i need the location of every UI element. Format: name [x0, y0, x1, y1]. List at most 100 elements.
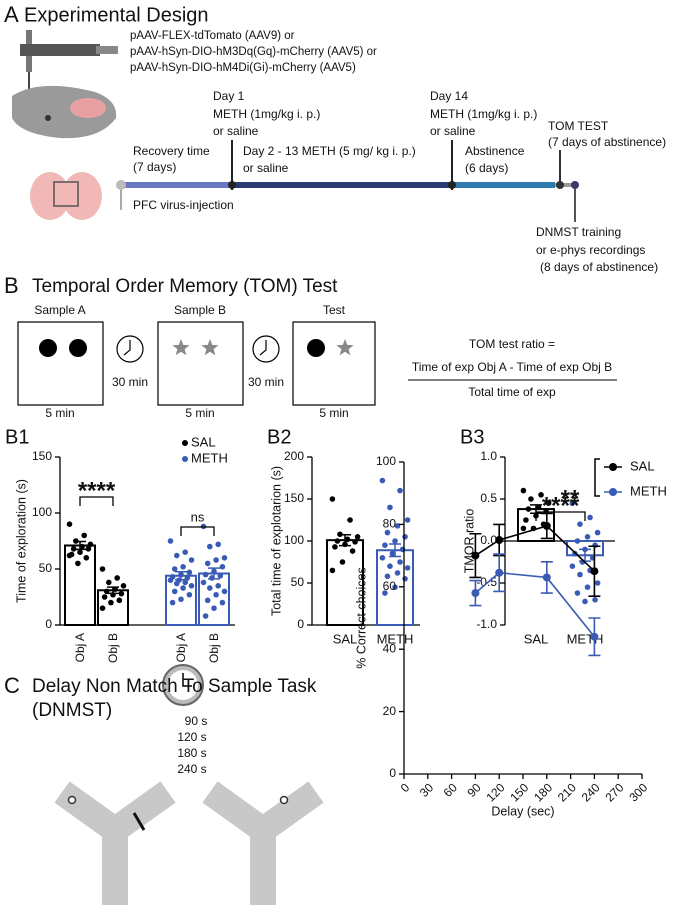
timeline-label: METH (1mg/kg i. p.) — [430, 107, 537, 121]
data-point — [394, 523, 401, 529]
data-point — [99, 566, 106, 572]
panel-title: Experimental Design — [24, 4, 209, 26]
phase-label: Sample A — [34, 303, 85, 317]
formula-numerator: Time of exp Obj A - Time of exp Obj B — [412, 360, 612, 374]
y-tick-label: 50 — [39, 561, 53, 575]
timeline-label: (7 days of abstinence) — [548, 135, 666, 149]
x-tick-label: SAL — [333, 631, 358, 646]
panel-label: B1 — [5, 426, 29, 448]
formula-label: TOM test ratio = — [469, 337, 555, 351]
error-bar — [74, 540, 86, 551]
data-point — [352, 539, 358, 545]
timeline-label: or saline — [213, 124, 259, 138]
data-point — [83, 555, 90, 561]
duration: 5 min — [45, 406, 74, 420]
panel-label: B3 — [460, 426, 484, 448]
data-point — [167, 577, 174, 583]
data-point — [171, 566, 178, 572]
data-point — [394, 570, 401, 576]
data-point — [392, 538, 398, 544]
data-point — [592, 597, 598, 603]
clock — [116, 335, 280, 363]
arena — [17, 321, 376, 406]
data-point — [471, 551, 480, 560]
y-axis-label: TMOR ratio — [462, 509, 476, 574]
data-point — [402, 576, 408, 582]
error-bar — [208, 567, 220, 580]
data-point — [120, 583, 127, 589]
data-point — [528, 496, 534, 502]
y-tick-label: 150 — [32, 449, 52, 463]
data-point — [542, 521, 551, 530]
y-tick-label: 0.5 — [480, 491, 497, 505]
x-tick-label: 180 — [531, 780, 555, 804]
x-tick-label: Obj A — [73, 633, 87, 662]
objects — [39, 339, 354, 357]
legend-label: SAL — [630, 458, 655, 473]
y-axis-label: Total time of explotarion (s) — [269, 466, 283, 616]
data-point — [174, 552, 180, 559]
data-point — [387, 504, 393, 511]
timeline-label: or saline — [430, 124, 476, 138]
y-tick-label: 0 — [45, 617, 52, 631]
data-point — [334, 538, 341, 544]
data-point — [174, 580, 180, 587]
y-tick-label: 100 — [284, 533, 304, 547]
y-tick-label: 60 — [383, 579, 397, 593]
panel-label: B2 — [267, 426, 291, 448]
data-point — [87, 541, 94, 548]
data-point — [204, 597, 211, 604]
data-point — [221, 588, 228, 595]
timeline — [116, 140, 579, 222]
x-tick-label: SAL — [524, 631, 549, 646]
significance-bracket — [535, 511, 586, 521]
data-point — [215, 583, 221, 589]
data-point — [329, 496, 336, 502]
virus: pAAV-FLEX-tdTomato (AAV9) or — [130, 30, 295, 42]
data-point — [582, 598, 588, 605]
data-point — [594, 529, 601, 536]
data-point — [66, 552, 73, 559]
data-point — [169, 599, 176, 606]
duration: 5 min — [185, 406, 214, 420]
x-tick-label: 60 — [441, 780, 461, 800]
data-point — [382, 590, 388, 596]
panel-title: Temporal Order Memory (TOM) Test — [32, 276, 338, 297]
data-point — [99, 605, 106, 611]
data-point — [219, 563, 226, 570]
data-point — [402, 534, 408, 540]
data-point — [495, 568, 504, 577]
brain-slice — [30, 172, 102, 220]
data-point — [397, 559, 403, 565]
y-tick-label: 0 — [297, 617, 304, 631]
legend-label: METH — [191, 450, 228, 465]
data-point — [594, 580, 601, 586]
x-tick-label: 30 — [417, 780, 437, 800]
significance: **** — [78, 477, 116, 504]
data-point — [207, 543, 213, 550]
timeline-label: (8 days of abstinence) — [540, 260, 658, 274]
data-point — [349, 548, 356, 554]
data-point — [182, 579, 188, 586]
data-point — [200, 579, 207, 586]
data-point — [404, 517, 411, 523]
y-tick-label: 1.0 — [480, 449, 497, 463]
data-point — [167, 538, 174, 544]
data-point — [75, 560, 81, 567]
data-point — [387, 563, 393, 569]
data-point — [471, 589, 480, 598]
error-bar — [389, 543, 401, 558]
data-point — [347, 517, 353, 523]
timeline-label: PFC virus-injection — [133, 198, 234, 212]
data-point — [344, 536, 351, 543]
data-point — [186, 569, 193, 576]
x-tick-label: Obj A — [174, 633, 188, 662]
data-point — [379, 477, 386, 484]
data-point — [108, 599, 114, 606]
significance-bracket — [79, 496, 114, 506]
x-tick-label: 150 — [507, 780, 531, 804]
data-point — [495, 536, 504, 544]
data-point — [525, 506, 532, 512]
data-point — [569, 500, 576, 507]
